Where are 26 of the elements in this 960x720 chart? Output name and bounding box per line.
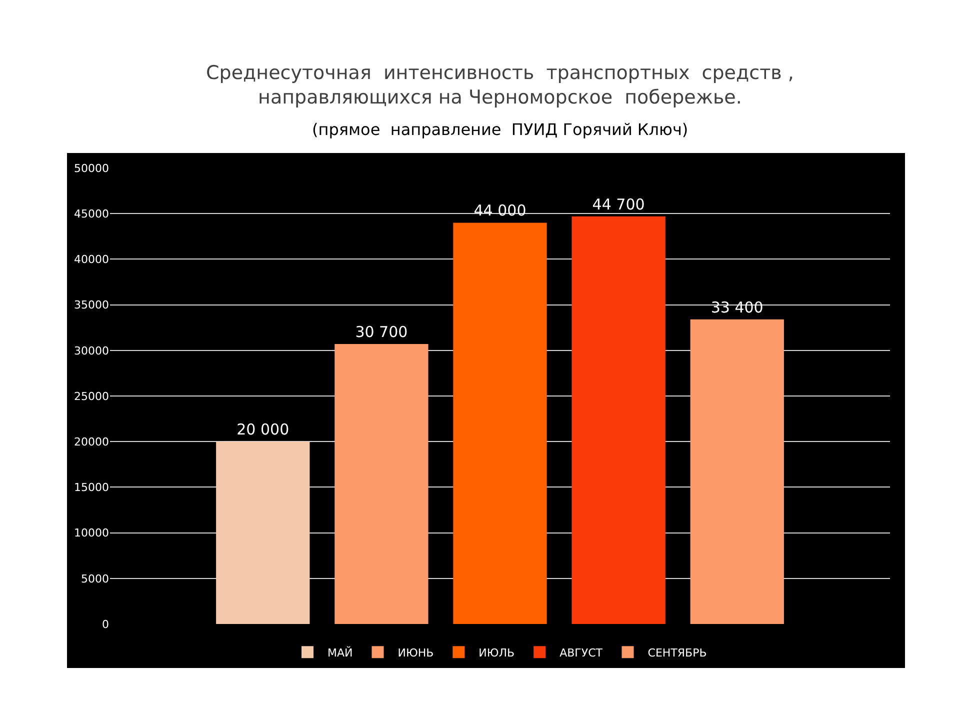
legend-label: АВГУСТ (560, 646, 603, 660)
y-tick-label: 30000 (74, 344, 109, 358)
bar (572, 216, 666, 624)
chart-subtitle: (прямое направление ПУИД Горячий Ключ) (312, 120, 688, 139)
y-tick-label: 25000 (74, 390, 109, 403)
chart-title: Среднесуточная интенсивность транспортных средств , направляющихся на Черноморское побережье. (206, 62, 794, 109)
y-tick-label: 10000 (74, 526, 109, 540)
bar (453, 222, 547, 624)
y-tick-label: 45000 (74, 207, 109, 220)
legend-label: ИЮНЬ (398, 646, 434, 660)
y-tick-label: 35000 (74, 298, 109, 312)
y-tick-label: 5000 (81, 572, 109, 586)
bar (690, 319, 784, 624)
y-tick-label: 15000 (74, 481, 109, 494)
y-tick-label: 0 (102, 618, 109, 631)
data-label: 30 700 (355, 323, 408, 342)
legend-label: СЕНТЯБРЬ (648, 646, 707, 660)
legend-label: ИЮЛЬ (478, 646, 515, 660)
y-tick-label: 20000 (74, 435, 109, 448)
bar (334, 344, 428, 624)
bar (216, 442, 310, 624)
y-tick-label: 50000 (74, 162, 109, 175)
data-label: 44 700 (592, 195, 645, 214)
y-tick-label: 40000 (74, 253, 109, 266)
legend-label: МАЙ (328, 645, 353, 660)
data-label: 20 000 (236, 420, 290, 439)
